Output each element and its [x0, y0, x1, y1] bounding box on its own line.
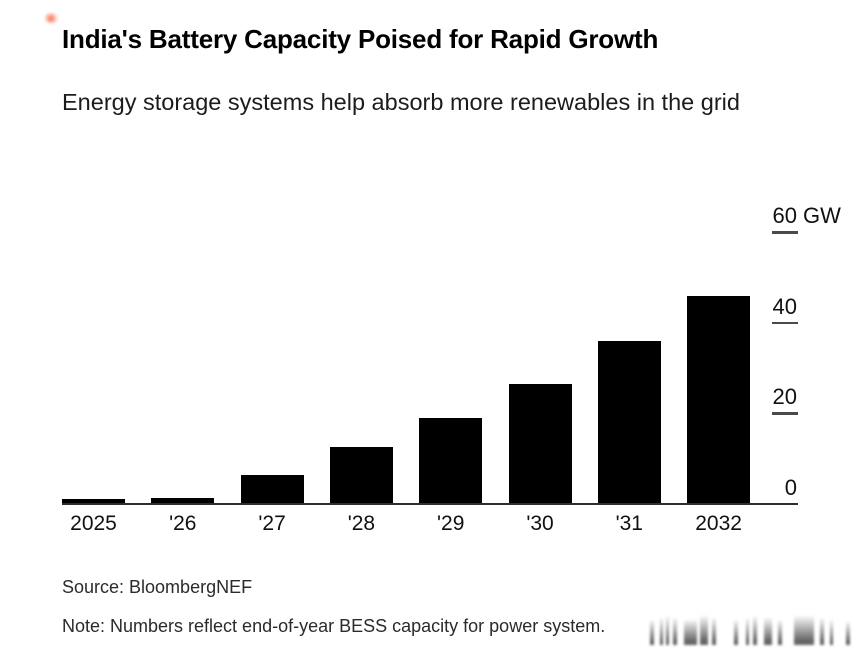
y-axis-unit-label: GW — [803, 203, 841, 228]
y-tick-label: 60 — [772, 203, 797, 228]
bar-27 — [240, 475, 304, 504]
red-artifact-mark — [45, 13, 58, 23]
watermark-smudge — [648, 610, 862, 650]
chart-subtitle: Energy storage systems help absorb more … — [62, 89, 740, 115]
watermark-bar — [700, 615, 708, 645]
bar-26 — [151, 497, 215, 504]
y-tick-mark — [772, 321, 798, 324]
watermark-bar — [846, 621, 850, 645]
bar-30 — [508, 383, 572, 504]
x-tick-label: '26 — [169, 512, 197, 535]
watermark-bar — [764, 617, 772, 645]
watermark-bar — [673, 617, 677, 645]
y-tick-label: 40 — [772, 293, 797, 319]
bar-29 — [419, 418, 483, 504]
y-tick-mark — [772, 231, 798, 234]
note-text: Note: Numbers reflect end-of-year BESS c… — [62, 616, 606, 636]
watermark-bar — [746, 617, 749, 645]
bar-2032 — [687, 295, 751, 504]
x-tick-label: '28 — [347, 512, 376, 535]
x-tick-label: 2025 — [70, 512, 117, 535]
y-tick-label: 0 — [784, 474, 797, 500]
x-tick-label: '31 — [615, 512, 643, 535]
x-axis-line — [62, 503, 798, 505]
bar-31 — [597, 341, 661, 504]
chart-title: India's Battery Capacity Poised for Rapi… — [62, 24, 659, 54]
watermark-bar — [753, 615, 757, 645]
source-text: Source: BloombergNEF — [62, 577, 253, 597]
watermark-bar — [778, 619, 782, 645]
watermark-bar — [660, 617, 663, 645]
y-tick-mark — [772, 412, 798, 415]
bar-28 — [329, 447, 393, 504]
watermark-bar — [712, 617, 716, 645]
watermark-bar — [734, 619, 738, 645]
watermark-bar — [794, 615, 814, 645]
bar-2025 — [62, 499, 125, 504]
x-tick-label: '30 — [526, 512, 554, 535]
x-tick-label: '27 — [258, 512, 286, 535]
watermark-bar — [650, 619, 654, 645]
watermark-bar — [820, 617, 824, 645]
watermark-bar — [666, 615, 669, 645]
x-tick-label: '29 — [437, 512, 465, 535]
x-tick-label: 2032 — [695, 512, 742, 535]
y-tick-label: 20 — [772, 384, 797, 409]
watermark-bar — [684, 619, 697, 645]
watermark-bar — [830, 619, 833, 645]
